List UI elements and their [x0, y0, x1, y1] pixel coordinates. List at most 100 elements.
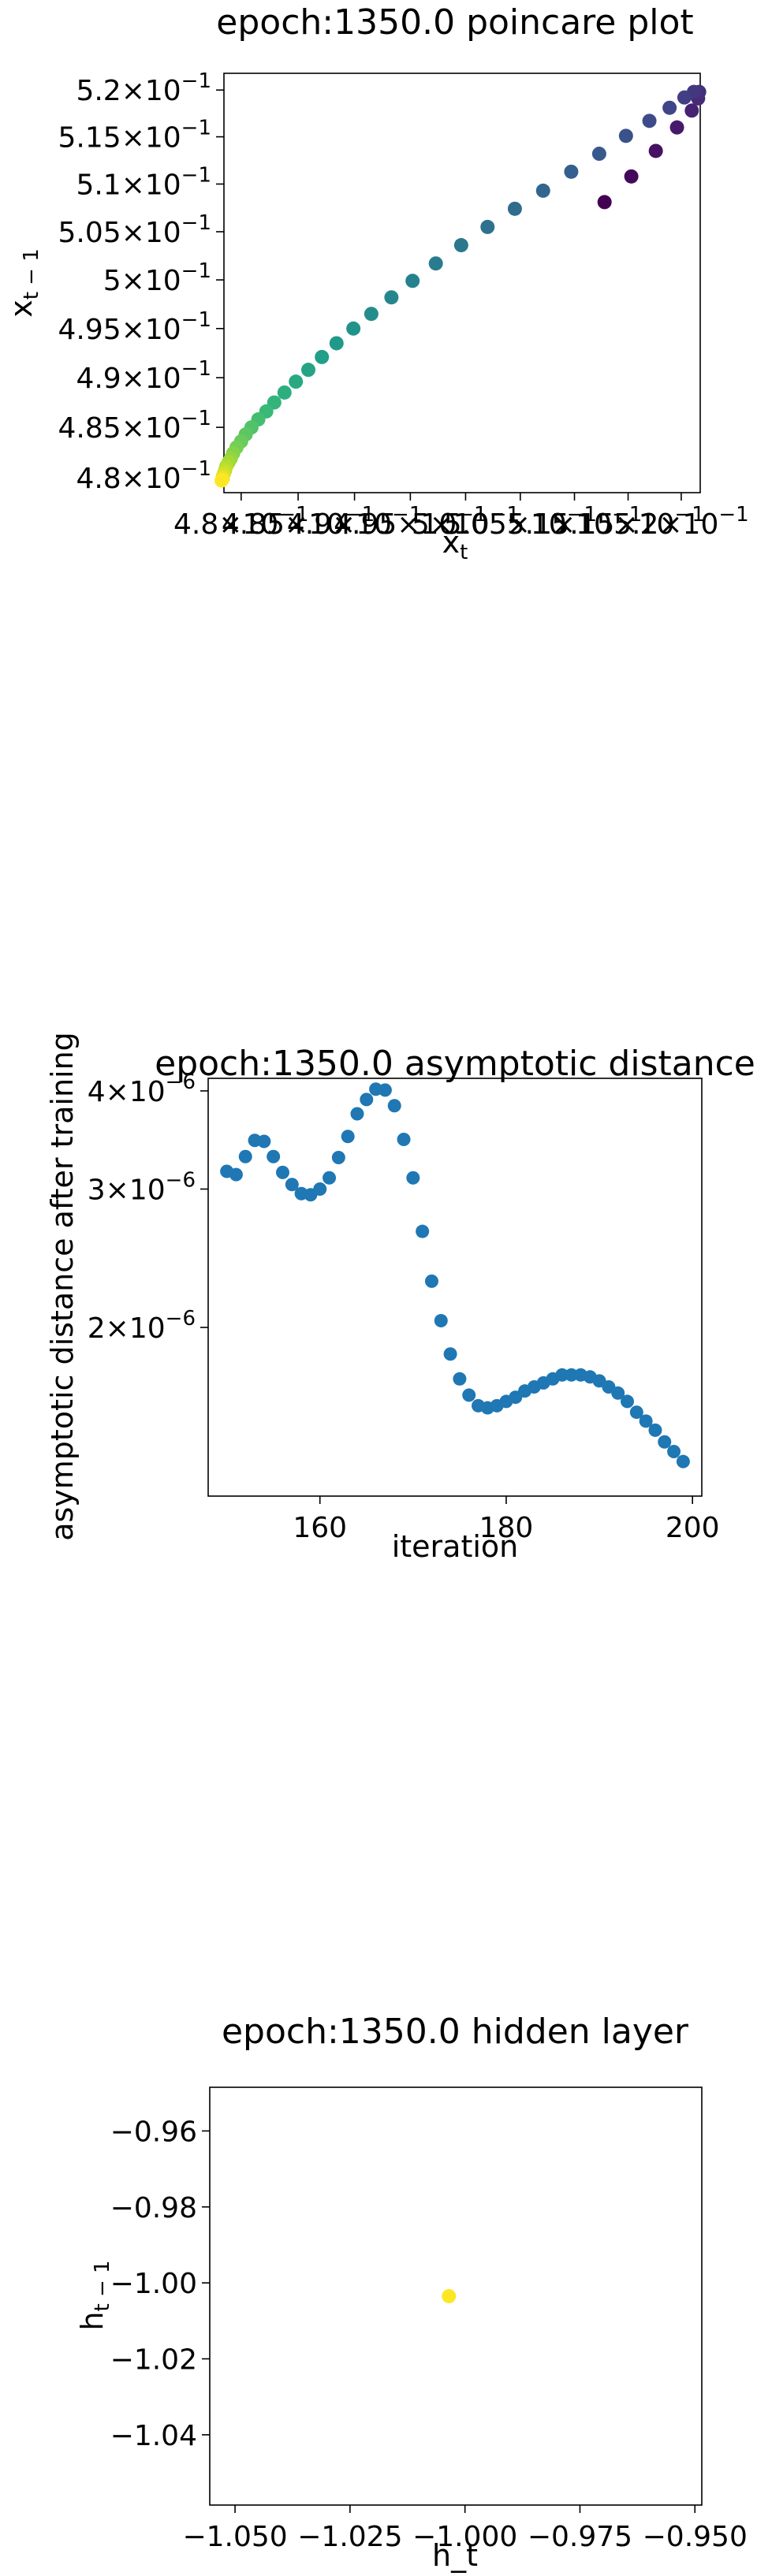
data-point	[684, 103, 699, 118]
y-tick-label: −0.96	[110, 2116, 197, 2148]
data-point	[507, 201, 522, 216]
x-axis-label: iteration	[392, 1529, 519, 1564]
data-point	[443, 1347, 457, 1361]
data-point	[662, 100, 677, 115]
x-tick-label: 200	[666, 1512, 720, 1544]
data-point	[624, 169, 639, 184]
data-point	[267, 1149, 281, 1163]
data-point	[405, 274, 420, 288]
chart-title: epoch:1350.0 asymptotic distance	[155, 1044, 755, 1084]
x-tick-label: −0.950	[643, 2521, 748, 2553]
y-tick-label: −1.02	[110, 2344, 197, 2377]
x-tick-label: 180	[479, 1512, 534, 1544]
data-point	[301, 363, 316, 378]
y-tick-label: 4.9×10−1	[76, 357, 211, 395]
data-point	[346, 321, 361, 336]
data-point	[331, 1151, 345, 1165]
x-tick-label: 4.85×10−1	[222, 503, 375, 541]
x-tick-label: 5.2×10−1	[613, 503, 749, 541]
y-ticks: 4.8×10−1 4.85×10−1 4.9×10−1 4.95×10−1 5×10−1…	[58, 69, 224, 495]
data-point	[275, 1165, 289, 1179]
x-tick-label: −1.000	[412, 2521, 517, 2553]
data-point	[238, 1149, 252, 1163]
data-point	[360, 1093, 374, 1107]
plot-frame	[207, 1078, 703, 1497]
chart-title: epoch:1350.0 poincare plot	[216, 2, 693, 43]
data-point	[397, 1132, 411, 1146]
x-tick-label: 5×10−1	[412, 503, 520, 541]
data-point	[658, 1435, 672, 1449]
data-point	[257, 1134, 271, 1148]
y-tick-label: −1.00	[110, 2268, 197, 2300]
data-point	[313, 1182, 327, 1196]
y-tick-label: −1.04	[110, 2420, 197, 2452]
data-point	[667, 1445, 681, 1459]
y-tick-label: 4.85×10−1	[58, 407, 211, 445]
data-point	[214, 473, 229, 488]
data-point	[453, 1372, 467, 1386]
x-tick-label: −1.050	[182, 2521, 287, 2553]
x-tick-label: 5.05×10−1	[444, 503, 597, 541]
data-point	[406, 1171, 420, 1185]
data-point	[384, 290, 399, 305]
y-axis-label: asymptotic distance after training	[45, 1032, 80, 1541]
data-point	[591, 147, 606, 162]
y-axis-label: xt − 1	[4, 248, 43, 318]
data-point	[677, 90, 692, 105]
x-ticks: 160 180 200	[293, 1496, 720, 1544]
data-point	[565, 1368, 579, 1382]
data-point	[434, 1313, 448, 1327]
x-tick-label: 5.15×10−1	[551, 503, 704, 541]
data-point	[462, 1388, 476, 1402]
data-point	[648, 1423, 662, 1437]
points	[214, 84, 707, 488]
plot-frame	[209, 2086, 703, 2506]
data-point	[629, 1405, 643, 1420]
y-ticks: 2×10−6 3×10−6 4×10−6	[88, 1070, 208, 1345]
data-point	[564, 164, 579, 179]
x-tick-label: 4.95×10−1	[334, 503, 487, 541]
x-ticks: −1.050 −1.025 −1.000 −0.975 −0.950	[182, 2505, 748, 2553]
data-point	[442, 2289, 457, 2303]
x-tick-label: 4.8×10−1	[173, 503, 309, 541]
asymptotic-distance-chart: epoch:1350.0 asymptotic distance 160 180 2…	[45, 1032, 755, 1564]
x-tick-label: 160	[293, 1512, 347, 1544]
data-point	[229, 1167, 243, 1182]
y-tick-label: 3×10−6	[88, 1168, 196, 1206]
data-point	[416, 1224, 430, 1238]
x-tick-label: 4.9×10−1	[287, 503, 423, 541]
y-tick-label: 4.95×10−1	[58, 308, 211, 346]
y-tick-label: 5.1×10−1	[76, 163, 211, 201]
x-ticks: 4.8×10−14.85×10−14.9×10−14.95×10−15×10−1…	[173, 493, 749, 541]
data-point	[642, 114, 657, 128]
points	[442, 2289, 457, 2303]
x-tick-label: 5.1×10−1	[507, 503, 643, 541]
y-ticks: −0.96 −0.98 −1.00 −1.02 −1.04	[110, 2116, 210, 2452]
data-point	[618, 128, 633, 143]
data-point	[648, 143, 663, 158]
data-point	[453, 238, 468, 253]
data-point	[387, 1099, 401, 1113]
data-point	[669, 120, 684, 135]
poincare-chart: epoch:1350.0 poincare plot 4.8×10−14.85×…	[4, 2, 749, 564]
data-point	[535, 183, 550, 198]
data-point	[277, 385, 292, 400]
y-tick-label: 2×10−6	[88, 1307, 196, 1345]
data-point	[315, 349, 330, 364]
x-axis-label: h_t	[432, 2538, 478, 2573]
y-tick-label: 4.8×10−1	[76, 457, 211, 495]
data-point	[364, 307, 378, 322]
data-point	[323, 1171, 337, 1185]
chart-title: epoch:1350.0 hidden layer	[222, 2012, 689, 2052]
y-tick-label: −0.98	[110, 2192, 197, 2224]
plot-frame	[223, 73, 701, 493]
data-point	[428, 256, 443, 271]
y-axis-label: ht − 1	[75, 2260, 114, 2330]
data-point	[424, 1274, 438, 1288]
data-point	[285, 1178, 299, 1192]
x-tick-label: −1.025	[297, 2521, 402, 2553]
y-tick-label: 5.05×10−1	[58, 211, 211, 249]
data-point	[378, 1083, 392, 1097]
data-point	[676, 1454, 690, 1469]
